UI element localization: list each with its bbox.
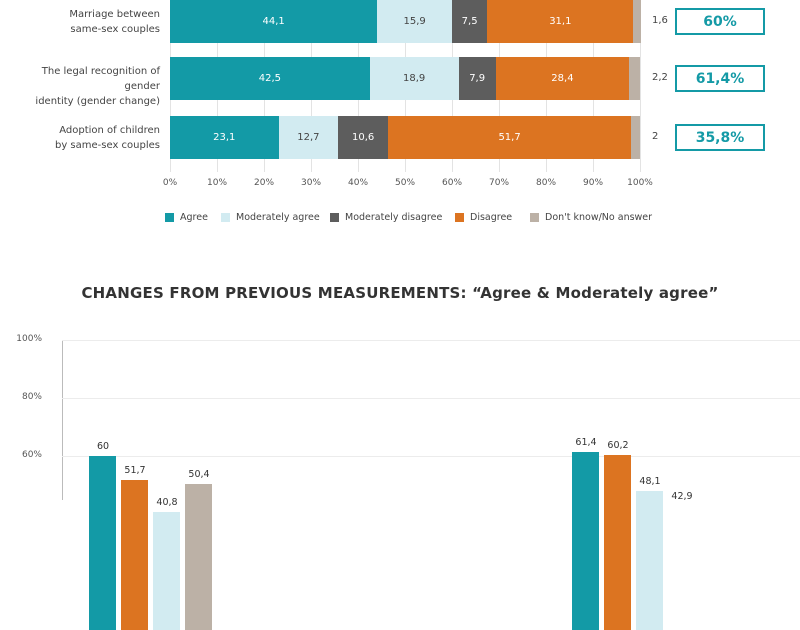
comparison-bar <box>153 511 180 630</box>
legend-swatch <box>221 213 230 222</box>
segment-value-label: 10,6 <box>352 132 375 143</box>
bar-segment-don-t-know-no-answer <box>631 116 641 159</box>
comparison-bar <box>121 480 148 630</box>
x-tick-label: 70% <box>488 178 510 188</box>
segment-value-label: 28,4 <box>551 73 574 84</box>
legend-label: Don't know/No answer <box>545 212 653 223</box>
comparison-bar <box>89 456 116 630</box>
segment-value-label: 18,9 <box>403 73 426 84</box>
bar-segment-moderately-disagree: 7,5 <box>452 0 488 43</box>
row-label: Marriage between same-sex couples <box>69 9 160 35</box>
y-axis-line <box>62 340 63 500</box>
comparison-bar-value: 48,1 <box>639 475 661 487</box>
segment-value-label: 7,9 <box>469 73 486 84</box>
legend-label: Disagree <box>470 212 513 223</box>
y-tick-label: 60% <box>21 450 42 460</box>
stacked-bar-chart: 0% 10% 20% 30% 40% 50% 60% 70% 80% 90% 100% Marria… <box>0 0 800 240</box>
chart-title: CHANGES FROM PREVIOUS MEASUREMENTS: “Agr… <box>81 284 719 302</box>
legend-label: Moderately disagree <box>345 212 443 223</box>
segment-value-label: 44,1 <box>262 16 285 27</box>
bar-segment-moderately-agree: 15,9 <box>377 0 452 43</box>
bar-segment-disagree: 28,4 <box>495 57 630 100</box>
bar-segment-agree: 44,1 <box>170 0 378 43</box>
bar-segment-moderately-agree: 12,7 <box>278 116 339 159</box>
bar-segment-agree: 42,5 <box>170 57 370 100</box>
total-agree-box: 35,8% <box>675 124 765 151</box>
legend-item: Agree <box>165 212 208 223</box>
legend-item: Don't know/No answer <box>530 212 652 223</box>
comparison-bar-value: 61,4 <box>575 436 597 448</box>
bar-segment-don-t-know-no-answer <box>629 57 640 100</box>
legend-item: Moderately agree <box>221 212 320 223</box>
x-tick-label: 80% <box>535 178 557 188</box>
segment-value-label: 15,9 <box>403 16 426 27</box>
bar-segment-don-t-know-no-answer <box>633 0 641 43</box>
segment-value-label: 12,7 <box>297 132 320 143</box>
legend-swatch <box>455 213 464 222</box>
comparison-bar <box>604 455 631 630</box>
y-tick-label: 100% <box>16 334 42 344</box>
comparison-bar-value: 40,8 <box>156 496 178 508</box>
x-tick-label: 60% <box>441 178 463 188</box>
comparison-bar <box>668 505 695 630</box>
comparison-bar-value: 51,7 <box>124 465 146 477</box>
x-tick-label: 90% <box>582 178 604 188</box>
comparison-bar-value: 50,4 <box>188 468 210 480</box>
legend-swatch <box>330 213 339 222</box>
row-label: Adoption of children by same-sex couples <box>54 125 160 151</box>
bar-segment-disagree: 51,7 <box>388 116 632 159</box>
segment-value-label: 51,7 <box>498 132 521 143</box>
bar-segment-agree: 23,1 <box>170 116 279 159</box>
comparison-bar-value: 60,2 <box>607 440 629 452</box>
legend-swatch <box>530 213 539 222</box>
bar-segment-disagree: 31,1 <box>487 0 634 43</box>
comparison-bar <box>636 490 663 630</box>
legend-item: Moderately disagree <box>330 212 442 223</box>
dont-know-value-label: 1,6 <box>652 15 668 26</box>
x-gridline <box>640 0 641 172</box>
legend-label: Moderately agree <box>236 212 320 223</box>
bar-segment-moderately-disagree: 7,9 <box>458 57 496 100</box>
x-tick-label: 0% <box>162 178 178 188</box>
legend-label: Agree <box>180 212 208 223</box>
legend-item: Disagree <box>455 212 512 223</box>
x-tick-label: 50% <box>394 178 416 188</box>
dont-know-value-label: 2,2 <box>652 72 668 83</box>
y-gridline <box>62 340 800 341</box>
y-gridline <box>62 456 800 457</box>
row-label: The legal recognition of gender identity… <box>35 66 160 107</box>
x-tick-label: 10% <box>206 178 228 188</box>
x-tick-label: 40% <box>347 178 369 188</box>
y-tick-label: 80% <box>21 392 42 402</box>
legend: Agree Moderately agree Moderately disagree… <box>0 212 800 228</box>
x-tick-label: 30% <box>300 178 322 188</box>
x-tick-label: 100% <box>627 178 653 188</box>
comparison-bar <box>572 451 599 630</box>
total-agree-box: 61,4% <box>675 65 765 92</box>
dont-know-value-label: 2 <box>652 131 659 142</box>
bar-segment-moderately-disagree: 10,6 <box>338 116 389 159</box>
comparison-bar-value: 42,9 <box>671 490 693 502</box>
x-tick-label: 20% <box>253 178 275 188</box>
segment-value-label: 31,1 <box>549 16 572 27</box>
comparison-bar-value: 60 <box>96 441 110 452</box>
comparison-bar <box>185 483 212 630</box>
y-gridline <box>62 398 800 399</box>
legend-swatch <box>165 213 174 222</box>
segment-value-label: 7,5 <box>461 16 478 27</box>
segment-value-label: 23,1 <box>213 132 236 143</box>
segment-value-label: 42,5 <box>258 73 281 84</box>
bar-segment-moderately-agree: 18,9 <box>369 57 459 100</box>
total-agree-box: 60% <box>675 8 765 35</box>
comparison-bar-chart: 100% 80% 60% 60 51,7 40,8 50,4 61,4 60,2 48,1 42,… <box>0 320 800 630</box>
